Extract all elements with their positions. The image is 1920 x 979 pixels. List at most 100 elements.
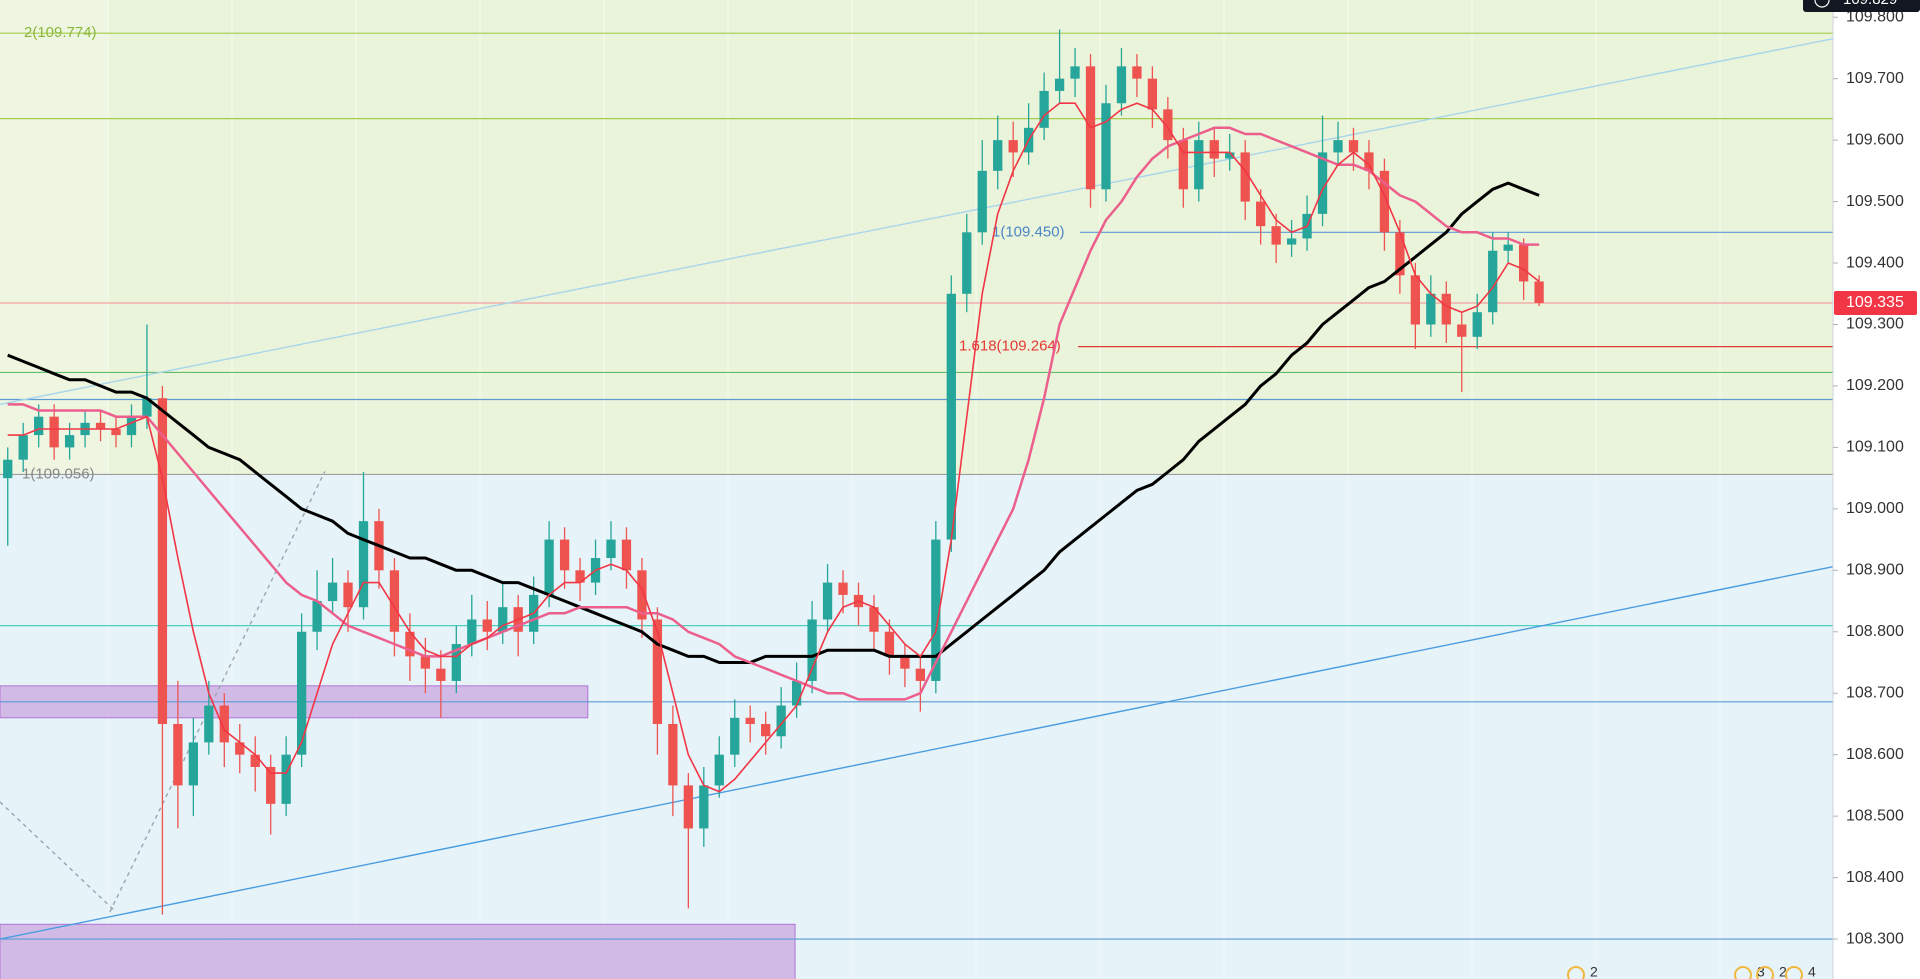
candle-body bbox=[730, 717, 740, 755]
candle-body bbox=[281, 754, 291, 804]
candle-body bbox=[95, 422, 106, 429]
footer-icon bbox=[1734, 966, 1752, 979]
candle-body bbox=[559, 539, 570, 571]
level-label: 1.618(109.264) bbox=[959, 338, 1061, 355]
candle-body bbox=[436, 668, 446, 681]
candle-body bbox=[1070, 66, 1080, 79]
candle-body bbox=[931, 539, 941, 681]
candle-body bbox=[327, 582, 338, 602]
candle-body bbox=[1271, 226, 1281, 245]
moving-average bbox=[7, 102, 1540, 793]
candle-body bbox=[869, 607, 879, 632]
price-axis bbox=[1833, 0, 1920, 979]
candle-body bbox=[250, 754, 260, 767]
candle-body bbox=[188, 742, 198, 786]
candle-body bbox=[606, 539, 616, 559]
candle-body bbox=[1441, 293, 1451, 325]
candle-body bbox=[1503, 244, 1513, 251]
candle-body bbox=[1488, 250, 1498, 313]
y-tick-label: 109.100 bbox=[1846, 439, 1904, 456]
level-label: 2(109.774) bbox=[24, 24, 97, 41]
y-tick-label: 108.500 bbox=[1846, 807, 1904, 824]
candle-body bbox=[1240, 152, 1250, 202]
candle-body bbox=[668, 723, 678, 786]
candle-body bbox=[343, 582, 353, 608]
zone-box bbox=[0, 923, 796, 979]
y-tick-label: 108.600 bbox=[1846, 746, 1904, 763]
candle-body bbox=[1225, 152, 1235, 159]
candle-body bbox=[64, 435, 75, 448]
y-tick-label: 108.900 bbox=[1846, 562, 1904, 579]
candle-body bbox=[1209, 140, 1219, 159]
candle-body bbox=[49, 416, 59, 448]
candle-body bbox=[18, 435, 28, 460]
moving-average bbox=[7, 181, 1540, 664]
candle-body bbox=[621, 539, 632, 571]
candle-body bbox=[312, 601, 322, 632]
candle-body bbox=[389, 570, 400, 632]
candle-body bbox=[776, 705, 786, 737]
candle-body bbox=[1317, 152, 1328, 214]
candle-body bbox=[714, 754, 724, 786]
candle-body bbox=[126, 416, 137, 436]
candle-body bbox=[1518, 244, 1529, 282]
candle-body bbox=[1194, 140, 1204, 190]
candle-body bbox=[34, 416, 44, 436]
candle-body bbox=[358, 521, 369, 608]
y-tick-label: 109.300 bbox=[1846, 316, 1904, 333]
candle-body bbox=[1054, 78, 1065, 91]
candle-body bbox=[296, 631, 307, 755]
candle-body bbox=[1364, 152, 1374, 171]
footer-label: 4 bbox=[1808, 964, 1816, 979]
footer-label: 3 bbox=[1757, 964, 1765, 979]
trend-line bbox=[0, 801, 117, 913]
candle-body bbox=[900, 656, 910, 669]
candle-body bbox=[946, 293, 956, 540]
candle-body bbox=[683, 785, 693, 829]
candle-body bbox=[1256, 201, 1266, 227]
level-label: 1(109.450) bbox=[992, 223, 1065, 240]
trend-line bbox=[0, 565, 1834, 940]
candle-body bbox=[1178, 140, 1188, 190]
candle-body bbox=[699, 785, 709, 829]
candle-body bbox=[142, 398, 152, 417]
candle-body bbox=[807, 619, 817, 681]
candle-body bbox=[173, 723, 183, 786]
candle-body bbox=[838, 582, 848, 595]
candle-body bbox=[467, 619, 477, 645]
candle-body bbox=[1008, 140, 1018, 153]
candle-body bbox=[637, 570, 647, 620]
footer-icon bbox=[1785, 966, 1803, 979]
candle-body bbox=[157, 398, 168, 724]
candle-body bbox=[266, 766, 276, 804]
candle-body bbox=[1132, 66, 1142, 79]
trend-line bbox=[0, 38, 1834, 406]
candle-body bbox=[219, 705, 229, 743]
candle-body bbox=[1333, 140, 1343, 153]
candle-body bbox=[1457, 324, 1467, 337]
candle-body bbox=[993, 140, 1003, 171]
top-tag-bg bbox=[1803, 0, 1920, 12]
candle-body bbox=[1039, 90, 1049, 128]
trend-line bbox=[109, 471, 326, 913]
candle-body bbox=[1379, 170, 1390, 233]
candle-body bbox=[235, 742, 245, 755]
top-tag: 109.829 bbox=[1843, 0, 1897, 8]
candle-body bbox=[482, 619, 492, 632]
candle-body bbox=[1410, 275, 1420, 325]
y-tick-label: 109.200 bbox=[1846, 377, 1904, 394]
level-label: 1(109.056) bbox=[22, 465, 95, 482]
candle-body bbox=[1147, 78, 1158, 110]
y-tick-label: 109.600 bbox=[1846, 131, 1904, 148]
y-tick-label: 108.800 bbox=[1846, 623, 1904, 640]
candle-body bbox=[1472, 312, 1482, 337]
lower-zone bbox=[0, 474, 1833, 979]
candle-body bbox=[1286, 238, 1297, 245]
candle-body bbox=[1534, 281, 1544, 303]
price-tag-bg bbox=[1834, 290, 1917, 315]
candle-body bbox=[1426, 293, 1436, 325]
footer-label: 2 bbox=[1590, 964, 1598, 979]
candle-body bbox=[498, 607, 508, 632]
